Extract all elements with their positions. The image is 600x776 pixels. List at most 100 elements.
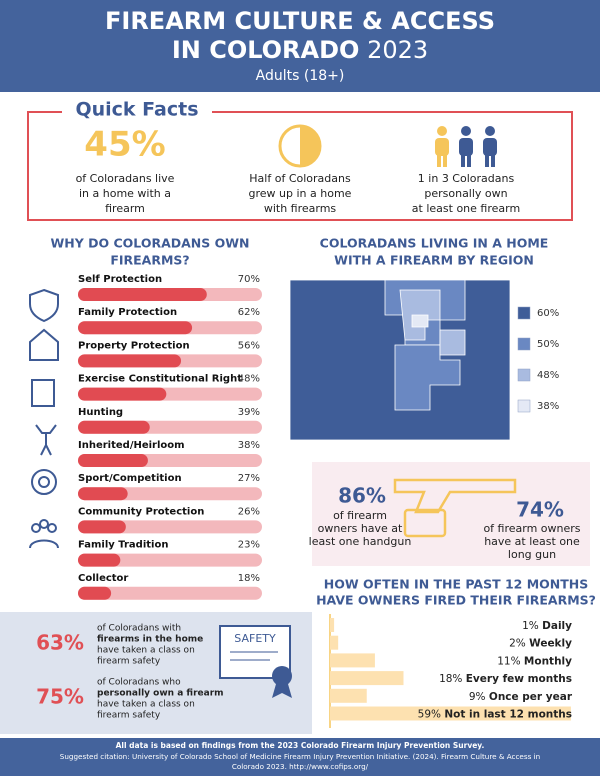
category-label: Monthly	[524, 655, 572, 667]
tab	[62, 100, 212, 124]
section-title: HAVE OWNERS FIRED THEIR FIREARMS?	[316, 593, 596, 608]
legend-label: 48%	[537, 370, 559, 381]
gun-text: owners have at	[318, 522, 403, 535]
bar-track	[78, 553, 262, 567]
bar	[78, 553, 121, 567]
bar	[330, 635, 339, 650]
safety-text: of Coloradans who	[97, 678, 181, 688]
bar	[78, 487, 128, 501]
bar	[78, 586, 112, 600]
safety-text: have taken a class on	[97, 646, 195, 656]
frequency-label: 11% Monthly	[497, 655, 572, 667]
frequency-label: 2% Weekly	[509, 638, 572, 650]
bar	[330, 671, 404, 686]
fact-text: personally own	[424, 187, 507, 200]
certificate-icon	[219, 625, 292, 698]
bar	[78, 520, 126, 534]
category-label: Sport/Competition	[78, 473, 182, 484]
category-label: Hunting	[78, 407, 123, 418]
value-label: 26%	[238, 506, 260, 517]
category-label: Property Protection	[78, 340, 190, 351]
gun-text: long gun	[508, 548, 556, 561]
category-label: Every few months	[466, 673, 572, 685]
category-label: Not in last 12 months	[444, 709, 572, 721]
safety-text: personally own a firearm	[97, 689, 224, 699]
gun-icon	[393, 478, 517, 538]
quick-facts-box	[27, 111, 573, 221]
stat: 74%	[516, 498, 564, 522]
safety-text: have taken a class on	[97, 700, 195, 710]
fact-text: of Coloradans live	[76, 172, 175, 185]
people-icon	[435, 126, 497, 167]
bar	[78, 288, 207, 301]
gun-text: have at least one	[484, 535, 580, 548]
category-label: Family Protection	[78, 307, 177, 318]
title: IN COLORADO	[172, 36, 360, 64]
footer-band	[0, 738, 600, 776]
safety-text: firearm safety	[97, 711, 161, 721]
bar	[330, 653, 375, 668]
category-label: Exercise Constitutional Right	[78, 374, 242, 385]
bar	[78, 454, 148, 467]
value-label: 2%	[509, 638, 526, 650]
section-title: WHY DO COLORADANS OWN	[51, 236, 250, 251]
value-label: 70%	[238, 274, 260, 285]
section-title: FIREARMS?	[110, 253, 189, 268]
category-label: Collector	[78, 573, 128, 584]
section-title: HOW OFTEN IN THE PAST 12 MONTHS	[324, 577, 588, 592]
fact-text: in a home with a	[79, 187, 171, 200]
gun-text: of firearm owners	[483, 522, 580, 535]
header-band	[0, 0, 600, 92]
value-label: 1%	[522, 620, 539, 632]
map-legend: 60% 50% 48% 38%	[517, 306, 559, 413]
gun-text: of firearm	[333, 509, 387, 522]
value-label: 9%	[469, 691, 486, 703]
value-label: 23%	[238, 540, 260, 551]
stat: 86%	[338, 484, 386, 508]
category-label: Community Protection	[78, 506, 204, 517]
bar	[78, 354, 182, 368]
frequency-label: 59% Not in last 12 months	[418, 709, 572, 721]
title: IN COLORADO 2023	[172, 36, 428, 64]
frequency-label: 9% Once per year	[469, 691, 573, 703]
subtitle: Adults (18+)	[256, 68, 345, 84]
category-label: Once per year	[489, 691, 573, 703]
frequency-label: 18% Every few months	[439, 673, 572, 685]
frequency-label: 1% Daily	[522, 620, 572, 632]
bar-track	[78, 586, 262, 600]
value-label: 38%	[238, 440, 260, 451]
category-label: Inherited/Heirloom	[78, 440, 185, 451]
value-label: 39%	[238, 407, 260, 418]
section-title: COLORADANS LIVING IN A HOME	[320, 236, 549, 251]
citation: Colorado 2023. http://www.cofips.org/	[232, 762, 369, 771]
year: 2023	[367, 36, 428, 64]
value-label: 11%	[497, 655, 520, 667]
fact-text: Half of Coloradans	[249, 172, 351, 185]
stat: 75%	[36, 685, 84, 709]
value-label: 48%	[238, 374, 260, 385]
value-label: 59%	[418, 709, 441, 721]
fact-text: grew up in a home	[249, 187, 352, 200]
bar	[330, 688, 367, 703]
certificate-label: SAFETY	[234, 632, 276, 645]
safety-text: of Coloradans with	[97, 624, 181, 634]
fact-text: 1 in 3 Coloradans	[418, 172, 515, 185]
fact-text: with firearms	[264, 202, 337, 215]
bar	[330, 618, 335, 632]
safety-text: firearm safety	[97, 657, 161, 667]
safety-text: firearms in the home	[97, 635, 203, 645]
footer-note: All data is based on findings from the 2…	[116, 741, 485, 750]
value-label: 18%	[238, 573, 260, 584]
fact-text: at least one firearm	[412, 202, 520, 215]
value-label: 62%	[238, 307, 260, 318]
reasons-chart: Self Protection 70% Family Protection 62% Pr…	[78, 274, 262, 600]
legend-swatch	[517, 337, 531, 351]
legend-label: 50%	[537, 339, 559, 350]
section-title: WITH A FIREARM BY REGION	[334, 253, 534, 268]
half-icon	[300, 126, 320, 166]
fact-text: firearm	[105, 202, 145, 215]
stat: 45%	[84, 125, 165, 165]
citation: Suggested citation: University of Colora…	[60, 752, 540, 761]
